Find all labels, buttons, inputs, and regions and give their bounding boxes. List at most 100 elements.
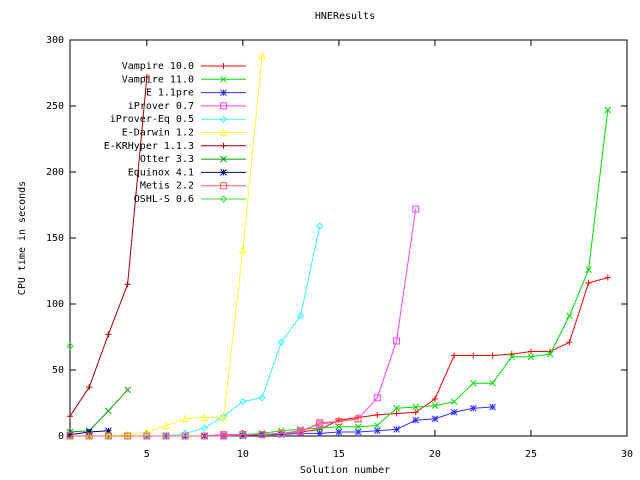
x-tick-label: 20 [429, 449, 441, 460]
data-point [489, 403, 496, 411]
data-point [258, 51, 266, 60]
legend-marker [219, 195, 228, 203]
series-line [204, 208, 417, 437]
series-line [70, 418, 359, 437]
data-point [124, 281, 131, 288]
legend-label: Metis 2.2 [140, 181, 194, 192]
data-point [489, 352, 496, 359]
legend-label: Vampire 11.0 [122, 74, 194, 85]
data-point [393, 404, 400, 412]
series-line [69, 389, 128, 433]
data-point [354, 415, 362, 423]
data-point [354, 428, 362, 436]
data-point [123, 430, 132, 439]
data-point [296, 312, 305, 320]
data-point [277, 431, 285, 439]
x-tick-label: 5 [144, 449, 150, 460]
data-point [604, 106, 612, 114]
series-line [70, 55, 263, 437]
data-point [508, 353, 516, 361]
data-point [469, 379, 477, 387]
data-point [143, 427, 151, 436]
legend-label: Equinox 4.1 [128, 167, 194, 178]
series-line [146, 226, 321, 437]
legend-label: E-Darwin 1.2 [122, 128, 194, 139]
legend-marker [220, 142, 227, 149]
data-point [566, 312, 573, 320]
data-point [469, 404, 477, 412]
data-point [412, 205, 420, 213]
data-point [124, 386, 131, 394]
data-point [431, 402, 439, 409]
data-point [105, 331, 112, 338]
data-point [566, 339, 573, 346]
data-point [104, 432, 112, 440]
legend-marker [220, 169, 227, 176]
data-point [86, 384, 93, 391]
data-point [335, 417, 343, 425]
data-point [604, 274, 611, 281]
data-point [527, 353, 535, 361]
data-point [181, 432, 189, 440]
legend-marker [220, 155, 227, 163]
data-point [412, 403, 420, 411]
data-point [219, 413, 228, 422]
data-point [105, 427, 112, 435]
data-point [354, 423, 362, 431]
data-point [393, 337, 401, 345]
data-point [181, 414, 190, 423]
legend-marker [220, 75, 227, 83]
data-point [451, 352, 458, 359]
data-point [219, 412, 228, 420]
legend-marker [220, 63, 227, 69]
y-tick-label: 250 [46, 101, 64, 112]
plot-frame [69, 39, 628, 437]
data-point [277, 338, 285, 346]
data-point [335, 428, 343, 436]
data-point [450, 408, 458, 416]
data-point [220, 431, 228, 439]
x-axis-label: Solution number [300, 465, 390, 476]
data-point [239, 245, 247, 254]
data-point [239, 397, 247, 406]
data-point [200, 413, 209, 422]
x-tick-label: 25 [525, 449, 537, 460]
data-point [585, 279, 592, 286]
data-point [412, 409, 419, 416]
legend-label: iProver-Eq 0.5 [110, 114, 194, 125]
x-tick-label: 10 [237, 449, 249, 460]
y-tick-label: 300 [46, 35, 64, 46]
y-tick-label: 200 [46, 167, 64, 178]
data-point [200, 432, 208, 440]
legend-marker [219, 115, 228, 123]
y-tick-label: 0 [58, 431, 64, 442]
y-axis-label: CPU time in seconds [17, 181, 28, 295]
y-tick-label: 100 [46, 299, 64, 310]
data-point [373, 422, 381, 429]
chart-title: HNEResults [315, 11, 375, 22]
legend-label: iProver 0.7 [128, 101, 194, 112]
y-tick-label: 50 [52, 365, 64, 376]
data-point [239, 431, 247, 439]
legend-marker [220, 182, 227, 190]
data-point [85, 428, 93, 436]
data-point [412, 416, 420, 424]
data-point [316, 430, 324, 437]
data-point [296, 428, 304, 436]
data-point [66, 342, 74, 350]
data-point [470, 352, 477, 359]
data-point [66, 431, 74, 439]
legend-label: Otter 3.3 [140, 154, 194, 165]
data-point [105, 407, 112, 415]
data-point [489, 379, 496, 387]
data-point [162, 432, 170, 440]
legend-marker [220, 102, 227, 110]
data-point [66, 432, 74, 440]
data-point [373, 427, 381, 435]
data-point [450, 398, 458, 406]
data-point [431, 415, 439, 423]
y-tick-label: 150 [46, 233, 64, 244]
data-point [124, 432, 132, 440]
data-point [258, 394, 266, 402]
